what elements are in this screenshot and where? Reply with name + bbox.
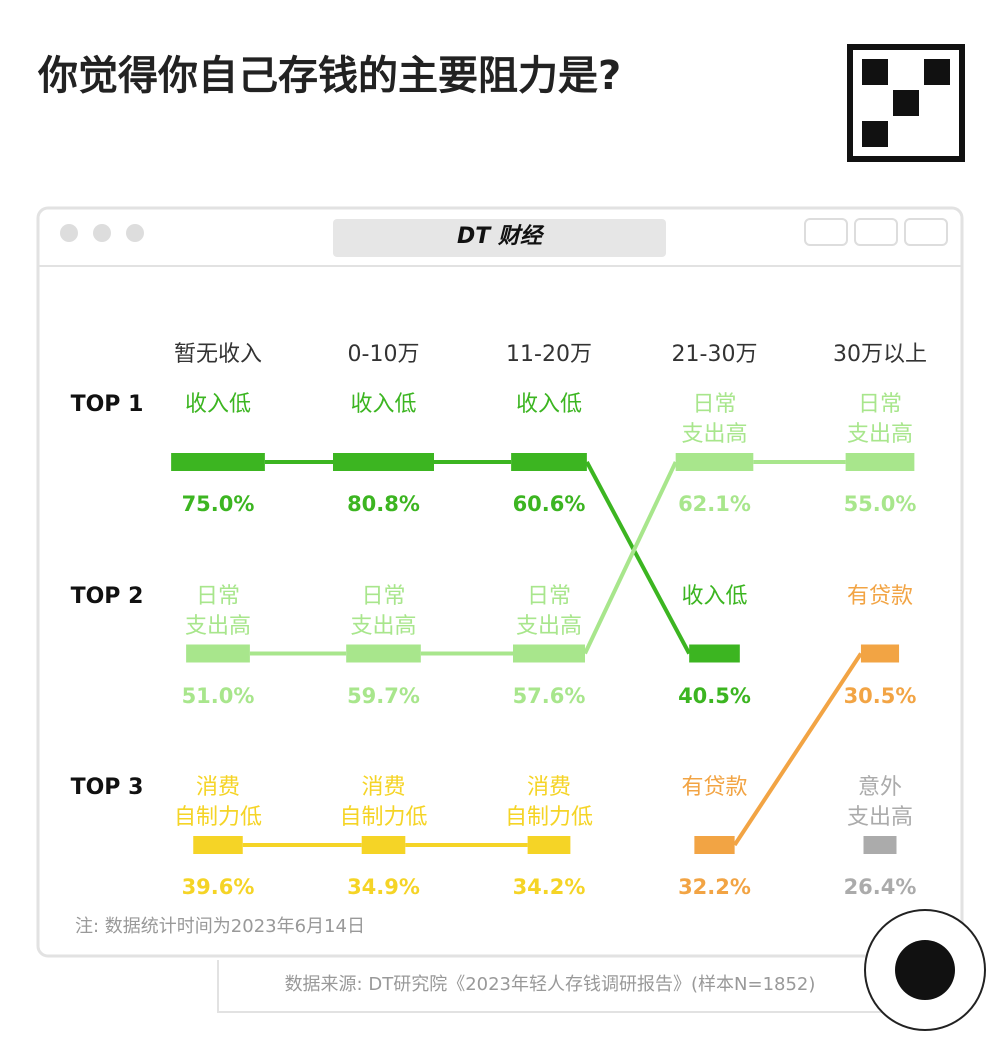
cell-label: 收入低 [515, 392, 582, 417]
value-label: 51.0% [181, 683, 255, 708]
value-label: 32.2% [678, 875, 751, 899]
category-label: 0-10万 [347, 342, 420, 367]
value-label: 30.5% [843, 683, 917, 708]
window-icon [854, 218, 898, 246]
value-label: 60.6% [512, 492, 586, 516]
window-button [93, 224, 111, 242]
cell-label: 消费 自制力低 [173, 775, 262, 830]
value-label: 34.2% [512, 875, 586, 899]
bar [689, 644, 740, 663]
connector [585, 461, 691, 655]
bar [361, 836, 406, 854]
cell-label: 日常 支出高 [515, 583, 582, 639]
window-icon [804, 218, 848, 246]
logo-badge [895, 940, 955, 1000]
bar [171, 453, 265, 471]
category-label: 暂无收入 [173, 342, 262, 367]
source: 数据来源: DT研究院《2023年轻人存钱调研报告》(样本N=1852) [284, 974, 816, 995]
value-label: 59.7% [347, 683, 420, 708]
category-label: 11-20万 [506, 342, 592, 367]
value-label: 26.4% [843, 875, 917, 899]
window-button [60, 224, 78, 242]
cell-label: 意外 支出高 [846, 775, 913, 830]
window-button [126, 224, 144, 242]
rank-label: TOP 3 [70, 775, 144, 800]
window-title: DT 财经 [457, 224, 542, 249]
title: 你觉得你自己存钱的主要阻力是? [38, 53, 622, 99]
qr-code [862, 121, 888, 147]
bar [675, 453, 754, 471]
cell-label: 消费 自制力低 [504, 775, 593, 830]
value-label: 80.8% [347, 492, 420, 516]
category-label: 30万以上 [833, 342, 927, 367]
rank-label: TOP 1 [70, 392, 144, 417]
value-label: 40.5% [678, 683, 751, 708]
window [36, 206, 964, 958]
window-icon [904, 218, 948, 246]
value-label: 75.0% [181, 492, 255, 516]
qr-code [893, 90, 919, 116]
cell-label: 日常 支出高 [681, 392, 748, 447]
value-label: 39.6% [181, 875, 255, 899]
cell-label: 收入低 [350, 392, 417, 417]
bar [863, 836, 897, 854]
bar [511, 453, 587, 471]
cell-label: 收入低 [184, 392, 251, 417]
cell-label: 消费 自制力低 [339, 775, 428, 830]
category-label: 21-30万 [671, 342, 758, 367]
qr-code [862, 59, 888, 85]
cell-label: 日常 支出高 [846, 392, 913, 447]
value-label: 34.9% [347, 875, 420, 899]
bar [527, 836, 571, 854]
bar [694, 836, 735, 854]
bar [193, 836, 243, 854]
bar [186, 644, 250, 663]
window-title-bar [333, 219, 666, 257]
cell-label: 日常 支出高 [350, 583, 417, 639]
value-label: 57.6% [512, 683, 586, 708]
value-label: 55.0% [843, 492, 917, 516]
bar [333, 453, 434, 471]
cell-label: 有贷款 [846, 583, 913, 609]
cell-label: 有贷款 [681, 775, 748, 800]
bar [860, 644, 900, 663]
cell-label: 日常 支出高 [184, 583, 251, 639]
value-label: 62.1% [678, 492, 751, 516]
bar [513, 644, 585, 663]
rank-label: TOP 2 [70, 583, 144, 609]
cell-label: 收入低 [681, 583, 748, 609]
bar [845, 453, 915, 471]
connector [583, 461, 678, 655]
qr-code [924, 59, 950, 85]
connector [732, 652, 863, 847]
note: 注: 数据统计时间为2023年6月14日 [75, 916, 365, 937]
bar [346, 644, 421, 663]
